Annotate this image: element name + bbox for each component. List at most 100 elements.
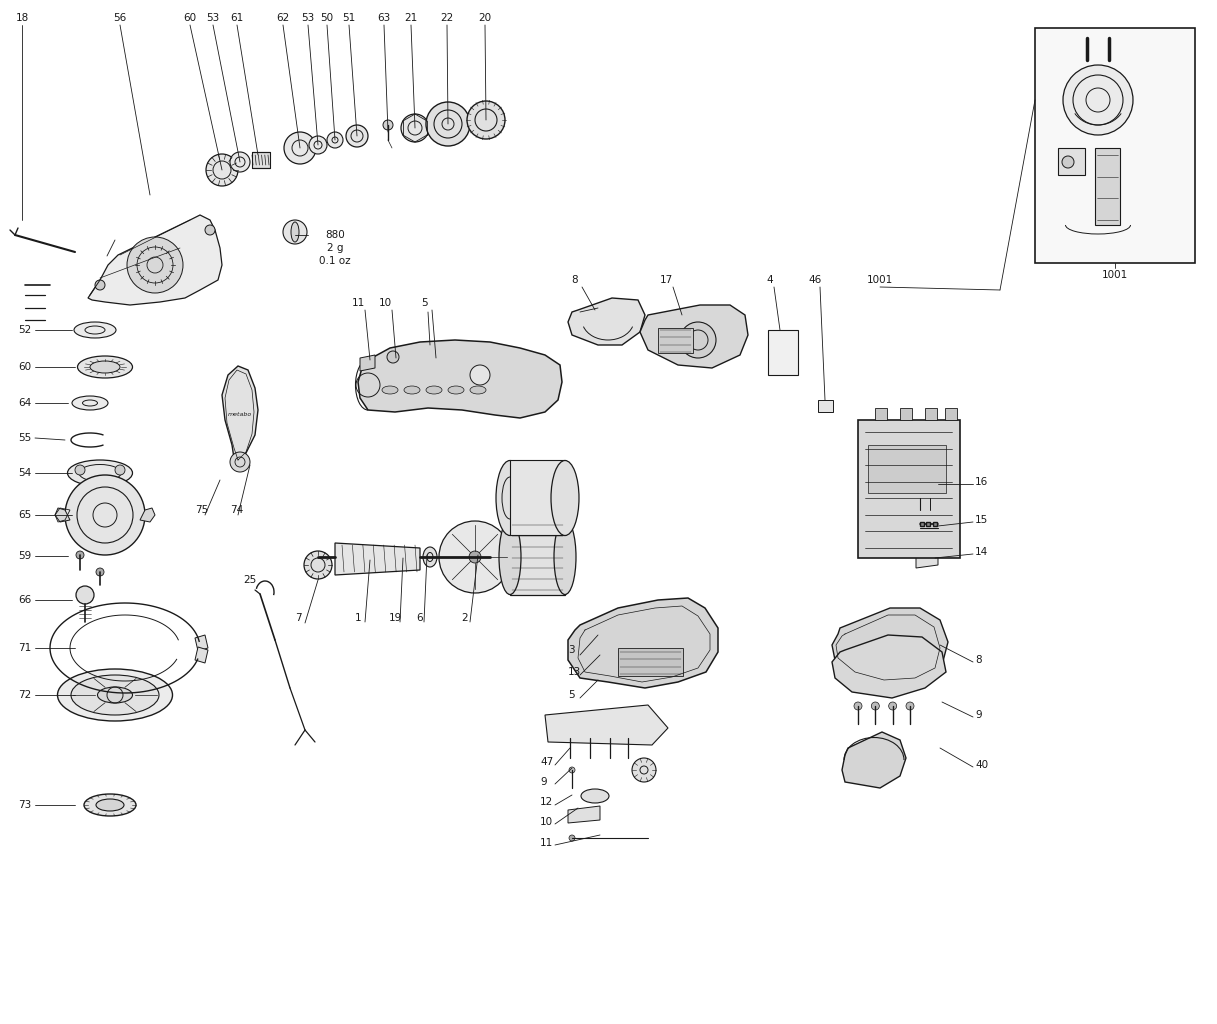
Text: 50: 50 <box>320 13 333 23</box>
Circle shape <box>383 120 393 130</box>
Circle shape <box>284 132 316 164</box>
Text: 880: 880 <box>325 230 344 240</box>
Circle shape <box>439 521 511 593</box>
Text: 61: 61 <box>230 13 243 23</box>
Circle shape <box>206 154 239 186</box>
Text: 18: 18 <box>16 13 29 23</box>
Text: 59: 59 <box>18 551 32 561</box>
Bar <box>658 328 692 353</box>
Text: 12: 12 <box>540 797 554 807</box>
Polygon shape <box>358 340 562 418</box>
Circle shape <box>230 152 249 172</box>
Polygon shape <box>140 508 155 522</box>
Circle shape <box>632 758 656 782</box>
Polygon shape <box>1095 148 1120 225</box>
Text: 17: 17 <box>660 275 673 285</box>
Text: 11: 11 <box>352 298 365 308</box>
Ellipse shape <box>497 461 525 536</box>
Text: metabo: metabo <box>228 413 252 418</box>
Polygon shape <box>545 705 668 745</box>
Ellipse shape <box>470 386 486 394</box>
Text: 8: 8 <box>975 655 982 665</box>
Circle shape <box>95 280 105 290</box>
Polygon shape <box>510 460 565 535</box>
Ellipse shape <box>551 461 579 536</box>
Polygon shape <box>918 470 938 498</box>
Text: 40: 40 <box>975 760 988 770</box>
Circle shape <box>127 237 183 293</box>
Text: 11: 11 <box>540 838 554 848</box>
Text: 56: 56 <box>113 13 127 23</box>
Polygon shape <box>832 608 948 682</box>
Ellipse shape <box>291 222 299 242</box>
Text: 10: 10 <box>378 298 392 308</box>
Text: 4: 4 <box>767 275 773 285</box>
Text: 15: 15 <box>975 515 988 525</box>
Circle shape <box>346 125 368 147</box>
Circle shape <box>680 322 716 358</box>
Text: 53: 53 <box>207 13 219 23</box>
Ellipse shape <box>57 669 173 721</box>
Bar <box>618 648 683 676</box>
Text: 60: 60 <box>18 362 32 372</box>
Text: 46: 46 <box>808 275 821 285</box>
Polygon shape <box>221 366 258 465</box>
Polygon shape <box>55 508 71 522</box>
Polygon shape <box>858 420 960 558</box>
Circle shape <box>905 702 914 710</box>
Polygon shape <box>568 806 600 823</box>
Text: 55: 55 <box>18 433 32 443</box>
Text: 8: 8 <box>572 275 578 285</box>
Polygon shape <box>510 520 565 595</box>
Ellipse shape <box>424 547 437 567</box>
Text: 9: 9 <box>975 710 982 720</box>
Text: 52: 52 <box>18 325 32 335</box>
Text: 47: 47 <box>540 757 554 767</box>
Circle shape <box>284 220 307 244</box>
Circle shape <box>114 465 125 475</box>
Circle shape <box>854 702 862 710</box>
Text: 0.1 oz: 0.1 oz <box>319 256 350 266</box>
Bar <box>901 408 912 420</box>
Circle shape <box>469 551 481 563</box>
Polygon shape <box>916 548 938 568</box>
Text: 5: 5 <box>421 298 428 308</box>
Polygon shape <box>568 298 645 345</box>
Circle shape <box>624 734 632 741</box>
Circle shape <box>327 132 343 148</box>
Text: 7: 7 <box>295 613 302 623</box>
Text: 62: 62 <box>276 13 290 23</box>
Circle shape <box>400 114 430 142</box>
Circle shape <box>566 734 573 741</box>
Ellipse shape <box>78 356 133 378</box>
Ellipse shape <box>96 799 124 811</box>
Circle shape <box>387 351 399 362</box>
Text: 10: 10 <box>540 817 553 827</box>
Ellipse shape <box>499 519 521 595</box>
Ellipse shape <box>90 361 120 373</box>
Text: 74: 74 <box>230 505 243 515</box>
Bar <box>1034 28 1195 263</box>
Circle shape <box>888 702 897 710</box>
Circle shape <box>1062 65 1133 135</box>
Ellipse shape <box>581 790 608 803</box>
Text: 72: 72 <box>18 690 32 700</box>
Text: 16: 16 <box>975 477 988 487</box>
Circle shape <box>65 475 145 555</box>
Bar <box>925 408 937 420</box>
Ellipse shape <box>74 322 116 338</box>
Circle shape <box>606 734 613 741</box>
Text: 1: 1 <box>354 613 361 623</box>
Polygon shape <box>88 215 221 305</box>
Text: 71: 71 <box>18 643 32 653</box>
Circle shape <box>204 225 215 234</box>
Text: 54: 54 <box>18 468 32 478</box>
Text: 20: 20 <box>478 13 492 23</box>
Circle shape <box>470 365 490 385</box>
Text: 2: 2 <box>461 613 469 623</box>
Polygon shape <box>1058 148 1086 175</box>
Text: 21: 21 <box>404 13 417 23</box>
Ellipse shape <box>442 549 454 565</box>
Circle shape <box>871 702 880 710</box>
Text: 13: 13 <box>568 667 582 677</box>
